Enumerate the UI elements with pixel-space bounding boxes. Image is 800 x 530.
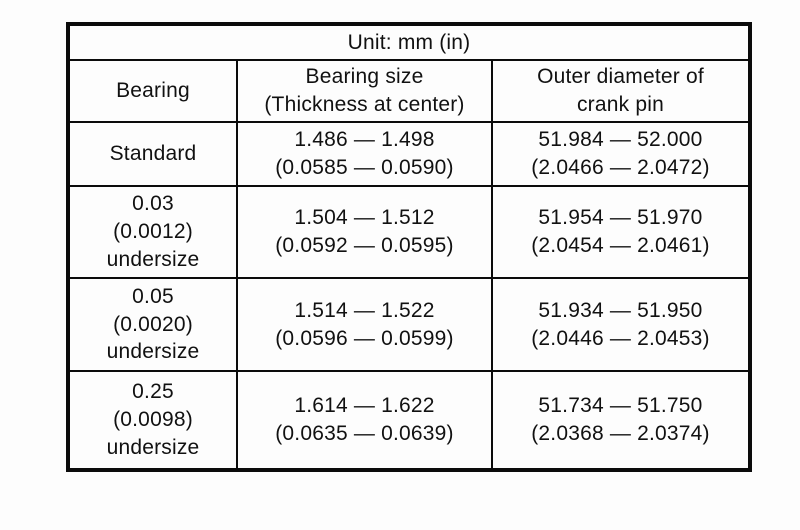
cell-bearing: 0.25 (0.0098) undersize — [67, 370, 238, 471]
cell-outer-diameter: 51.954 — 51.970 (2.0454 — 2.0461) — [491, 185, 751, 279]
table-row-standard: Standard 1.486 — 1.498 (0.0585 — 0.0590)… — [67, 121, 751, 187]
col-header-bearing-size: Bearing size (Thickness at center) — [236, 59, 493, 123]
table-row-undersize-005: 0.05 (0.0020) undersize 1.514 — 1.522 (0… — [67, 277, 751, 372]
col-header-outer-diameter: Outer diameter of crank pin — [491, 59, 751, 123]
cell-bearing: Standard — [67, 121, 238, 187]
cell-bearing: 0.05 (0.0020) undersize — [67, 277, 238, 372]
cell-outer-diameter: 51.934 — 51.950 (2.0446 — 2.0453) — [491, 277, 751, 372]
cell-bearing: 0.03 (0.0012) undersize — [67, 185, 238, 279]
cell-bearing-size: 1.614 — 1.622 (0.0635 — 0.0639) — [236, 370, 493, 471]
table-row-undersize-025: 0.25 (0.0098) undersize 1.614 — 1.622 (0… — [67, 370, 751, 471]
table-row-undersize-003: 0.03 (0.0012) undersize 1.504 — 1.512 (0… — [67, 185, 751, 279]
col-header-bearing: Bearing — [67, 59, 238, 123]
bearing-spec-table: Unit: mm (in) Bearing Bearing size (Thic… — [66, 22, 752, 472]
cell-bearing-size: 1.514 — 1.522 (0.0596 — 0.0599) — [236, 277, 493, 372]
cell-outer-diameter: 51.984 — 52.000 (2.0466 — 2.0472) — [491, 121, 751, 187]
cell-bearing-size: 1.486 — 1.498 (0.0585 — 0.0590) — [236, 121, 493, 187]
cell-bearing-size: 1.504 — 1.512 (0.0592 — 0.0595) — [236, 185, 493, 279]
cell-outer-diameter: 51.734 — 51.750 (2.0368 — 2.0374) — [491, 370, 751, 471]
unit-row: Unit: mm (in) — [67, 23, 751, 61]
header-row: Bearing Bearing size (Thickness at cente… — [67, 59, 751, 123]
unit-label: Unit: mm (in) — [67, 23, 751, 61]
